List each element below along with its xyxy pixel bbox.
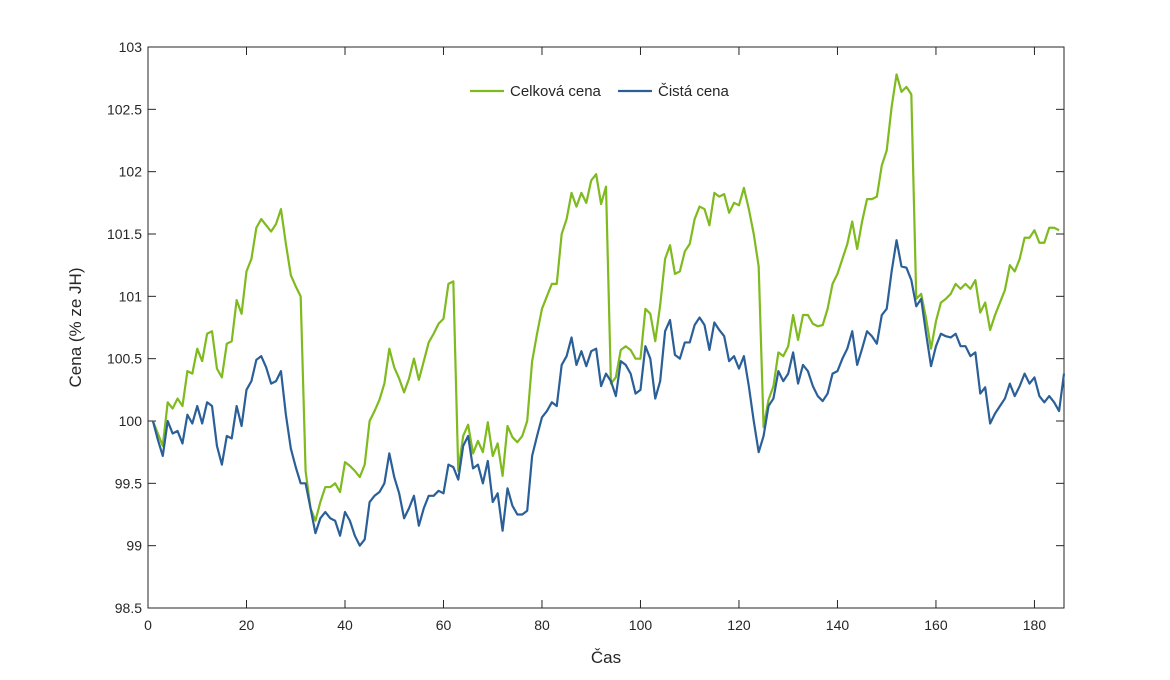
x-tick-label: 140 — [826, 617, 850, 633]
y-tick-label: 103 — [119, 39, 143, 55]
y-tick-label: 102.5 — [107, 101, 142, 117]
y-tick-label: 102 — [119, 164, 143, 180]
x-axis: 0 20 40 60 80 100 120 140 160 180 — [144, 47, 1046, 633]
series-layer — [151, 73, 1066, 547]
x-tick-label: 20 — [239, 617, 255, 633]
legend-label-1: Celková cena — [510, 83, 602, 100]
y-tick-label: 98.5 — [115, 600, 142, 616]
x-axis-label: Čas — [591, 648, 621, 667]
y-axis-label: Cena (% ze JH) — [66, 268, 85, 388]
x-tick-label: 60 — [436, 617, 452, 633]
y-tick-label: 101 — [119, 288, 143, 304]
series-line-2 — [151, 239, 1066, 547]
legend: Celková cena Čistá cena — [470, 83, 730, 100]
x-tick-label: 100 — [629, 617, 653, 633]
y-axis: 98.5 99 99.5 100 100.5 101 101.5 102 102.5 103 — [107, 39, 1064, 616]
x-tick-label: 80 — [534, 617, 550, 633]
y-tick-label: 101.5 — [107, 226, 142, 242]
legend-label-2: Čistá cena — [658, 83, 730, 100]
x-tick-label: 0 — [144, 617, 152, 633]
series-line-1 — [151, 73, 1060, 522]
x-tick-label: 160 — [924, 617, 948, 633]
y-tick-label: 100 — [119, 413, 143, 429]
y-tick-label: 99.5 — [115, 475, 142, 491]
x-tick-label: 40 — [337, 617, 353, 633]
x-tick-label: 120 — [727, 617, 751, 633]
x-tick-label: 180 — [1023, 617, 1047, 633]
y-tick-label: 100.5 — [107, 351, 142, 367]
y-tick-label: 99 — [126, 538, 142, 554]
